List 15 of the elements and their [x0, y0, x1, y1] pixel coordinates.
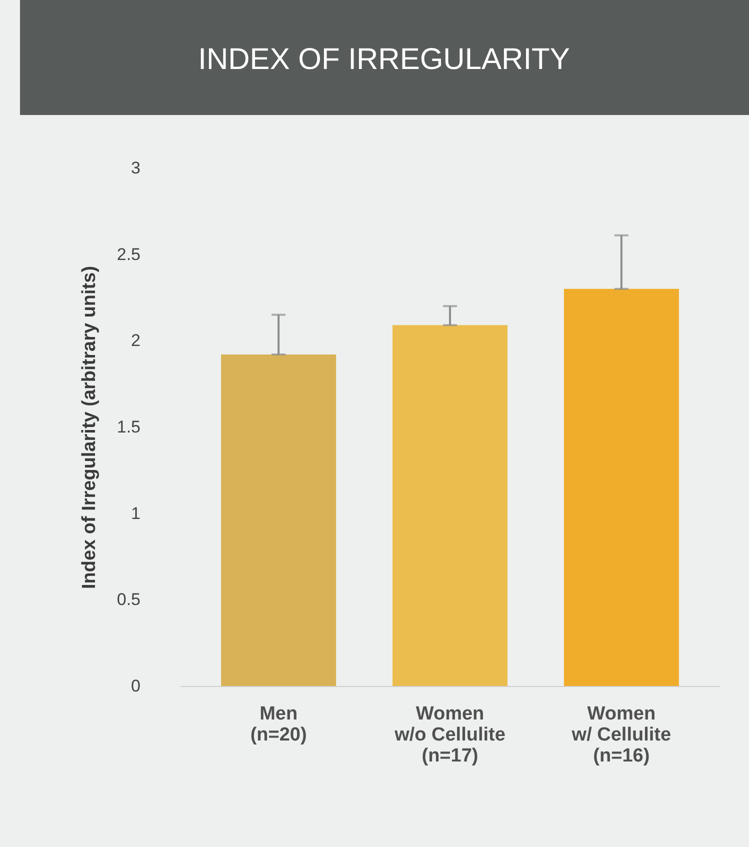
x-tick-label: Women w/ Cellulite (n=16) — [570, 704, 672, 766]
y-tick-label: 0.5 — [116, 590, 140, 610]
y-tick-label: 2 — [131, 331, 140, 350]
y-tick-label: 1 — [131, 504, 140, 523]
x-tick-label: Women w/o Cellulite (n=17) — [394, 704, 506, 766]
bar — [564, 288, 679, 686]
y-tick-label: 0 — [131, 676, 140, 696]
y-tick-label: 3 — [131, 158, 140, 178]
chart-title: INDEX OF IRREGULARITY — [198, 43, 570, 76]
y-axis-title: Index of Irregularity (arbitrary units) — [78, 266, 100, 590]
y-tick-label: 1.5 — [116, 418, 140, 436]
y-tick-label: 2.5 — [116, 244, 140, 264]
bar — [221, 354, 336, 686]
x-tick-label: Men (n=20) — [250, 704, 307, 746]
bar — [392, 325, 508, 686]
